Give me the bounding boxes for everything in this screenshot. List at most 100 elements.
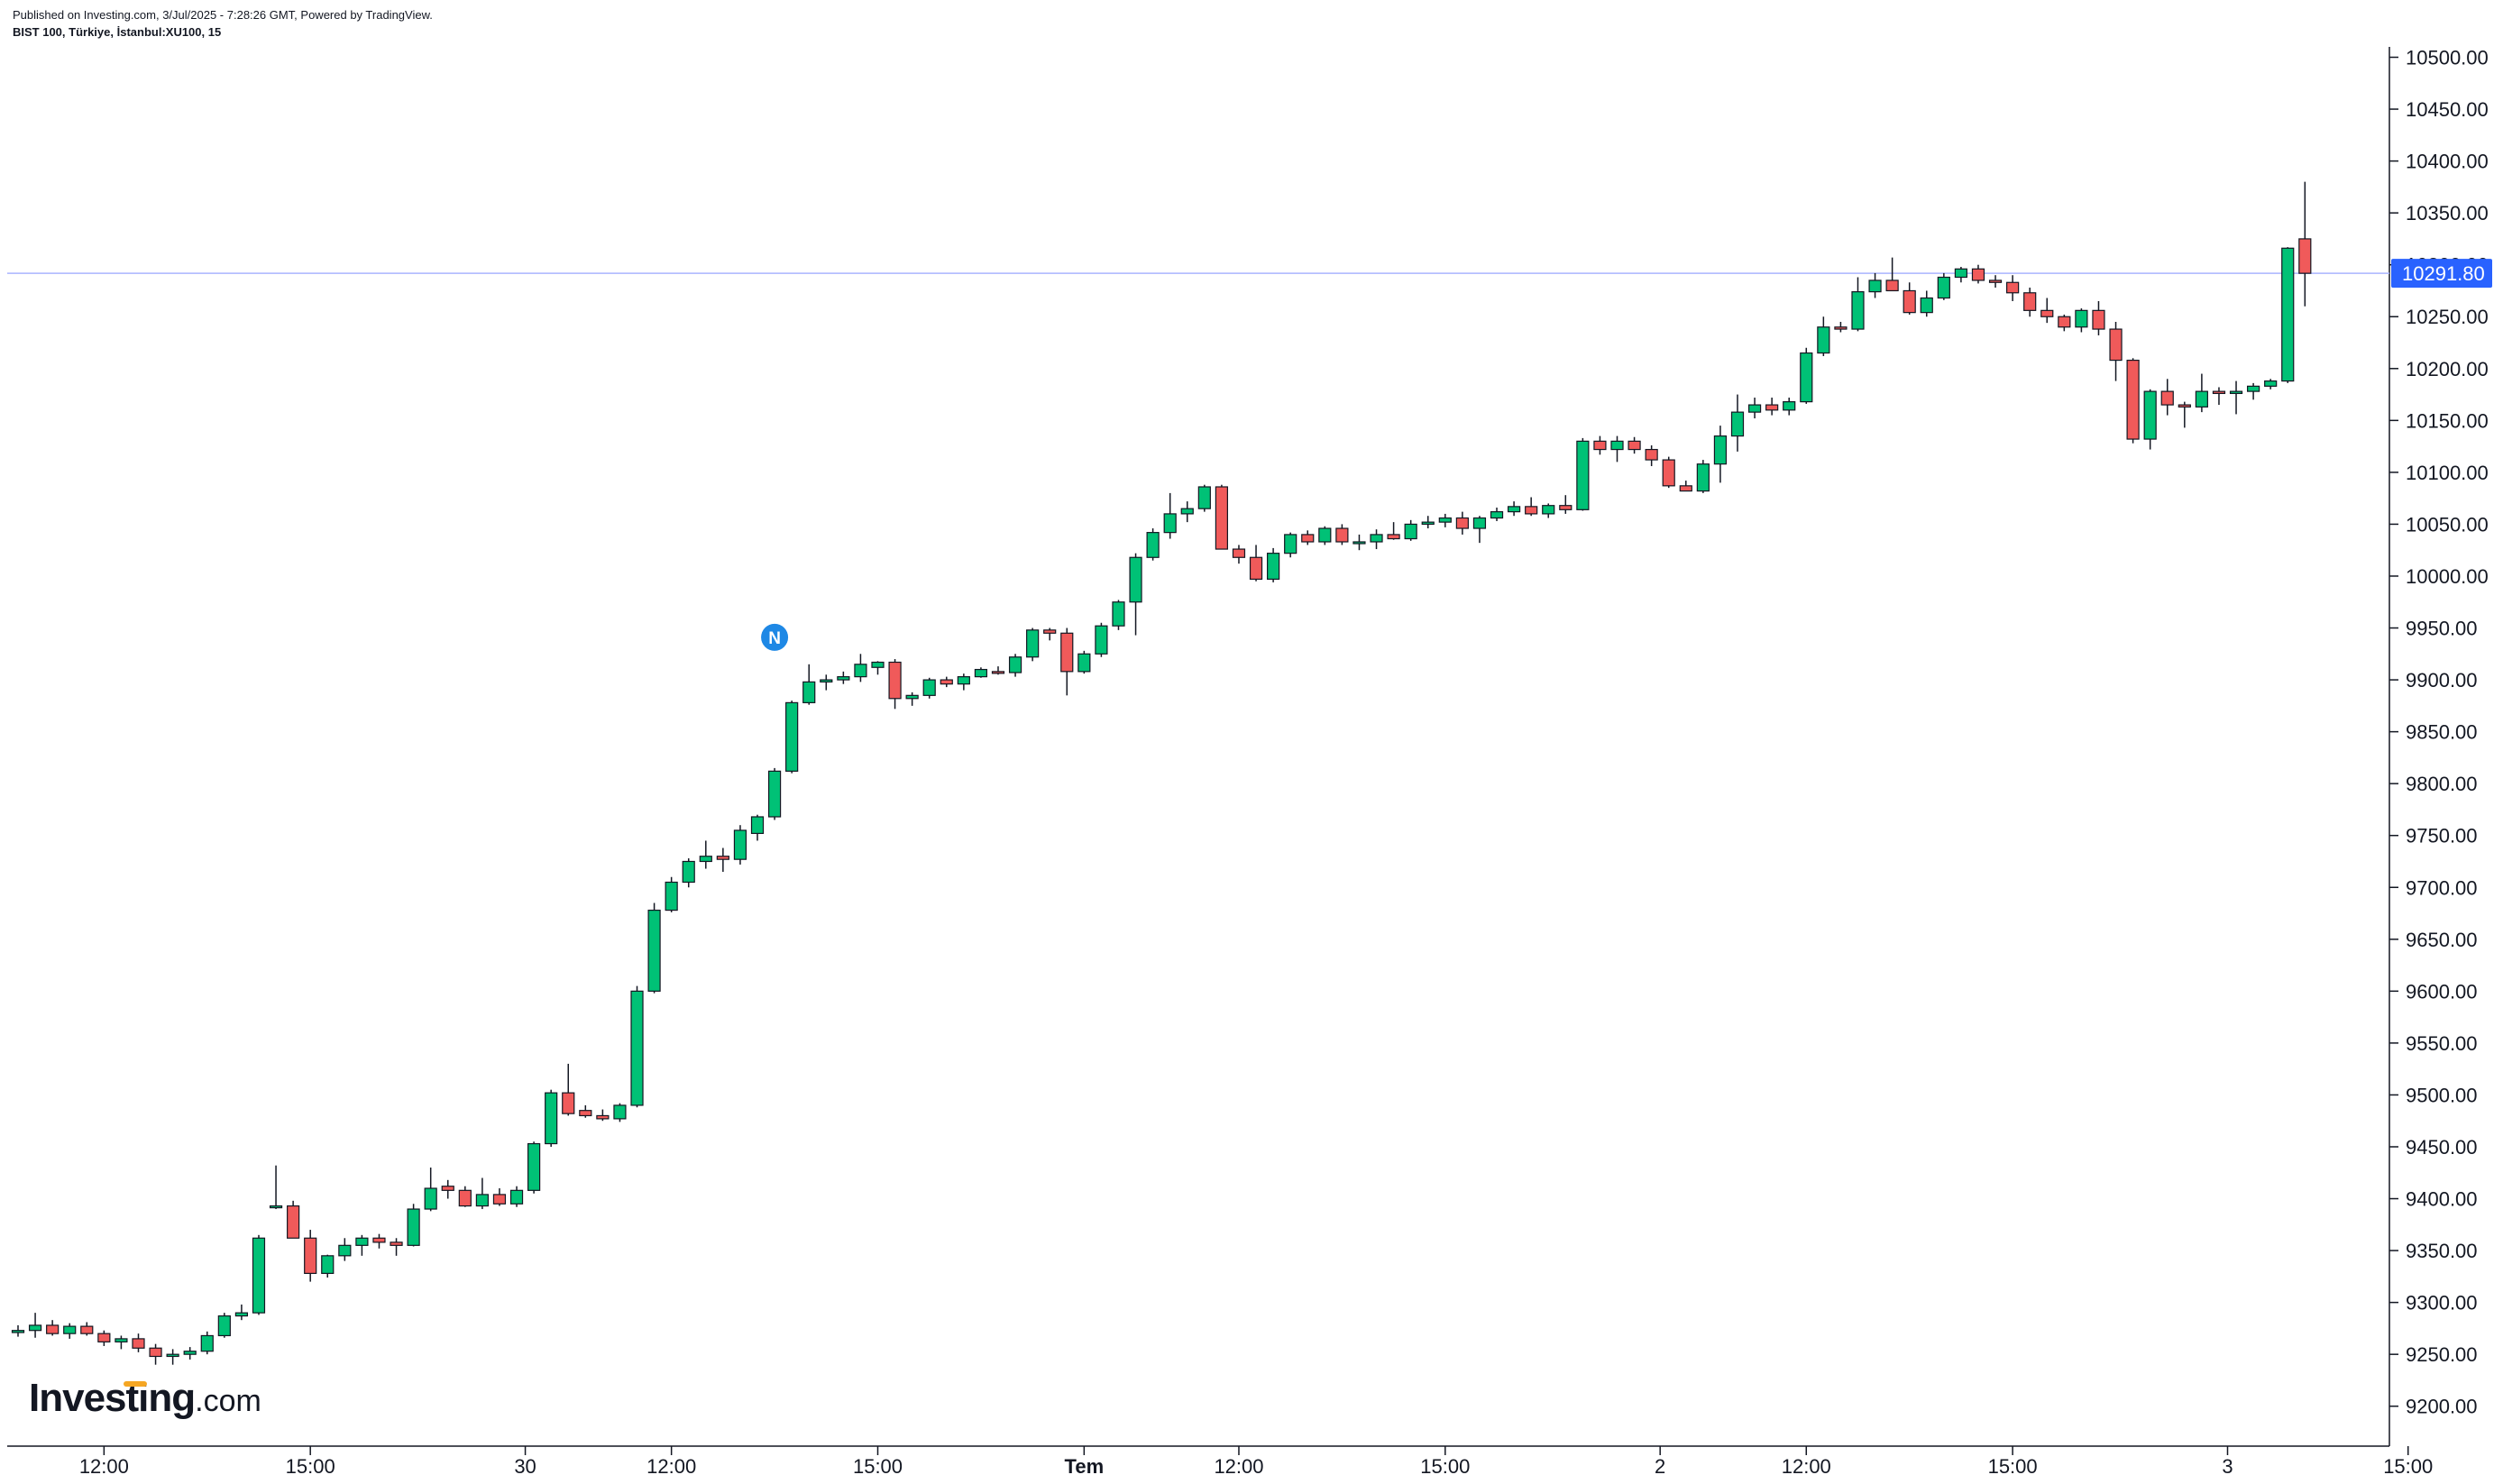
candle-down [132, 1338, 145, 1349]
candle-up [630, 990, 644, 1106]
candle-down [888, 661, 902, 700]
candle-up [234, 1312, 249, 1317]
y-tick-label: 10050.00 [2406, 513, 2489, 536]
candle-up [1318, 527, 1332, 543]
candle-down [1215, 486, 1229, 550]
candle-down [2006, 281, 2020, 294]
candle-up [2143, 390, 2157, 440]
candle-up [1783, 401, 1796, 411]
candle-up [217, 1315, 231, 1337]
news-marker-label: N [768, 629, 781, 648]
x-tick-label: 15:00 [286, 1455, 335, 1478]
x-tick-label: 15:00 [1988, 1455, 2038, 1478]
candle-down [1765, 404, 1779, 411]
candle-down [1060, 632, 1074, 673]
candle-down [1903, 289, 1916, 314]
candle-up [115, 1338, 128, 1342]
logo-word: Investing [29, 1376, 196, 1420]
candle-up [1800, 352, 1813, 403]
candle-up [1077, 653, 1091, 673]
candle-up [1438, 517, 1452, 523]
candle-up [905, 694, 919, 700]
candle-down [2298, 238, 2312, 274]
candle-up [2075, 309, 2088, 328]
candle-up [750, 816, 765, 835]
candle-down [2160, 390, 2174, 406]
candle-up [1421, 521, 1435, 526]
candle-up [1507, 506, 1521, 513]
candle-up [166, 1353, 179, 1358]
candle-up [200, 1334, 214, 1352]
candle-up [613, 1104, 627, 1120]
candle-up [647, 909, 661, 992]
candle-up [1352, 541, 1366, 545]
candle-up [1920, 297, 1933, 314]
candle-up [1747, 404, 1762, 413]
candle-up [1576, 440, 1590, 510]
candle-down [1301, 534, 1315, 543]
candle-down [1559, 505, 1573, 510]
candle-down [1971, 268, 1985, 281]
candle-up [1817, 326, 1830, 354]
candle-down [1679, 485, 1692, 492]
x-tick-label: 12:00 [1782, 1455, 1831, 1478]
candle-down [1593, 440, 1607, 451]
candle-up [2264, 380, 2278, 387]
candle-up [665, 881, 678, 911]
x-tick-label: 12:00 [1214, 1455, 1263, 1478]
candle-up [820, 679, 833, 682]
candle-up [321, 1255, 335, 1274]
y-tick-label: 9500.00 [2406, 1084, 2478, 1106]
y-tick-label: 10150.00 [2406, 409, 2489, 432]
candle-down [991, 671, 1005, 674]
candle-up [1026, 629, 1040, 658]
y-tick-label: 10000.00 [2406, 565, 2489, 588]
y-tick-label: 9350.00 [2406, 1240, 2478, 1262]
candle-up [2229, 390, 2243, 395]
news-marker [761, 623, 789, 651]
candle-down [716, 856, 729, 860]
candle-down [1988, 279, 2003, 283]
candle-up [682, 860, 695, 884]
candle-up [1954, 268, 1968, 279]
candle-up [252, 1237, 266, 1314]
last-price-tag [2391, 259, 2492, 289]
candle-up [1696, 463, 1710, 492]
candle-down [1834, 326, 1848, 330]
x-tick-label: 3 [2222, 1455, 2233, 1478]
y-tick-label: 9900.00 [2406, 669, 2478, 692]
y-tick-label: 10500.00 [2406, 47, 2489, 69]
logo-tld: .com [195, 1384, 261, 1418]
y-tick-label: 10450.00 [2406, 98, 2489, 121]
published-note: Published on Investing.com, 3/Jul/2025 -… [13, 8, 433, 22]
candle-up [1163, 513, 1177, 534]
candle-up [1146, 532, 1160, 558]
candle-down [441, 1186, 454, 1191]
candle-down [2212, 390, 2226, 395]
chart-header: Published on Investing.com, 3/Jul/2025 -… [13, 7, 433, 41]
candle-down [2109, 328, 2123, 362]
candle-up [974, 668, 988, 678]
candle-down [1455, 517, 1469, 529]
candle-down [372, 1237, 386, 1243]
candle-up [407, 1208, 420, 1246]
y-tick-label: 9200.00 [2406, 1396, 2478, 1418]
candle-up [183, 1351, 197, 1355]
candle-up [424, 1187, 437, 1210]
candle-down [562, 1092, 575, 1114]
candle-down [940, 679, 953, 685]
candle-down [596, 1114, 610, 1120]
candle-up [1490, 511, 1504, 519]
last-price-label: 10291.80 [2402, 262, 2485, 285]
candle-down [390, 1241, 403, 1246]
x-tick-label: 2 [1655, 1455, 1665, 1478]
candle-up [355, 1237, 369, 1246]
candle-up [1404, 523, 1417, 540]
x-tick-label: Tem [1065, 1455, 1105, 1478]
candle-up [28, 1324, 42, 1332]
candle-up [11, 1330, 25, 1333]
candle-up [269, 1205, 283, 1209]
candle-up [1542, 505, 1555, 515]
logo-accent [124, 1381, 147, 1387]
